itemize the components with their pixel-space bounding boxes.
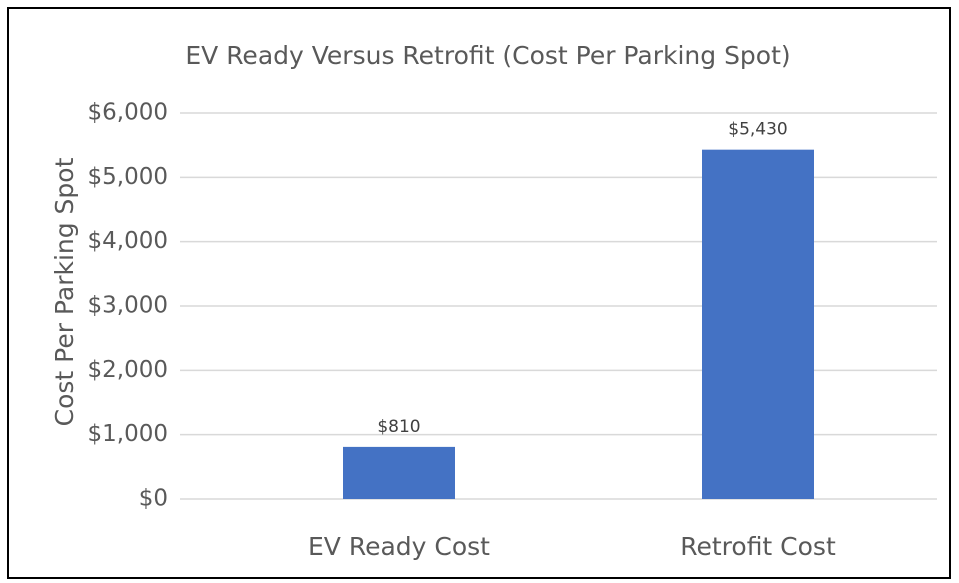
chart-title: EV Ready Versus Retrofit (Cost Per Parki… xyxy=(185,41,790,70)
bar xyxy=(702,149,814,500)
data-label: $5,430 xyxy=(728,120,787,140)
y-tick-label: $4,000 xyxy=(88,228,168,254)
y-tick-label: $2,000 xyxy=(88,357,168,383)
y-tick-label: $6,000 xyxy=(88,100,168,126)
y-tick-label: $3,000 xyxy=(88,293,168,319)
data-label: $810 xyxy=(377,417,420,437)
y-tick-label: $1,000 xyxy=(88,421,168,447)
y-tick-label: $0 xyxy=(139,486,168,512)
bar xyxy=(343,446,455,499)
x-tick-label: Retrofit Cost xyxy=(680,532,836,561)
y-tick-label: $5,000 xyxy=(88,164,168,190)
x-tick-label: EV Ready Cost xyxy=(308,532,490,561)
y-axis-title: Cost Per Parking Spot xyxy=(50,157,79,426)
